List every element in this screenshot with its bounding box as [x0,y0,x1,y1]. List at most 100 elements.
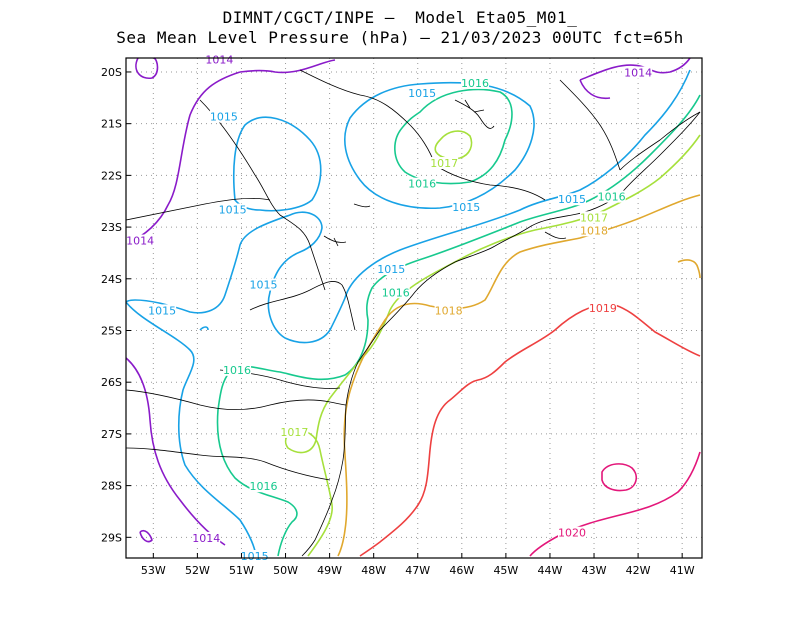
contour-label-bg [408,87,437,100]
lat-tick-label: 20S [101,66,122,79]
state-boundary [299,69,436,166]
contour-label-1016: 1016 [598,191,626,204]
coastline-main [301,111,701,557]
contour-label-bg [218,203,247,216]
contour-label-bg [580,224,609,237]
isobar-1014 [125,357,226,546]
map-frame [125,57,703,559]
isobar-1016 [216,94,701,557]
contour-label-1015: 1015 [210,110,238,123]
isobar-1014 [239,59,336,74]
lon-tick-label: 47W [405,564,430,577]
lon-tick-label: 51W [229,564,254,577]
contour-label-bg [434,304,463,317]
isobar-1017 [434,130,473,160]
lon-tick-label: 50W [273,564,298,577]
river [353,203,371,208]
contour-label-1014: 1014 [624,67,652,80]
lat-tick-label: 24S [101,273,122,286]
isobar-1020 [529,451,701,557]
isobar-1014 [125,71,241,245]
lat-tick-label: 25S [101,324,122,337]
contour-label-1015: 1015 [148,304,176,317]
contour-label-1014: 1014 [126,235,154,248]
contour-label-1015: 1015 [241,550,269,563]
contour-label-bg [249,480,278,493]
lon-tick-label: 42W [626,564,651,577]
contour-label-bg [430,157,459,170]
isobar-1015 [344,81,535,210]
contour-label-1015: 1015 [377,263,405,276]
isobar-1016 [394,88,513,185]
contour-label-1019: 1019 [589,302,617,315]
state-boundary [125,198,271,221]
contour-label-1020: 1020 [558,527,586,540]
isobar-1018 [677,259,701,279]
contour-label-bg [148,304,177,317]
map-subtitle: Sea Mean Level Pressure (hPa) – 21/03/20… [116,28,684,47]
state-boundary [249,280,356,331]
contour-label-1017: 1017 [430,157,458,170]
contour-label-1018: 1018 [580,224,608,237]
isobar-1014 [139,529,153,543]
lon-tick-label: 48W [361,564,386,577]
contour-label-bg [452,200,481,213]
contour-label-1017: 1017 [280,426,308,439]
contour-label-bg [209,110,238,123]
contour-label-bg [223,363,252,376]
contour-label-bg [249,278,278,291]
lat-tick-label: 22S [101,169,122,182]
river [323,235,347,247]
lat-tick-label: 23S [101,221,122,234]
isobar-1014 [579,79,611,100]
contour-label-1015: 1015 [452,201,480,214]
lat-tick-label: 29S [101,531,122,544]
contour-label-1014: 1014 [205,54,233,67]
contour-label-1015: 1015 [408,87,436,100]
contour-label-bg [240,550,269,562]
coastline [125,69,701,557]
state-boundary [619,111,701,171]
state-boundary [125,389,347,410]
contour-label-1015: 1015 [558,193,586,206]
contour-label-bg [205,53,234,66]
contour-label-bg [588,301,617,314]
contour-label-bg [381,286,410,299]
contour-label-bg [280,425,309,438]
contour-label-bg [408,177,437,190]
contour-label-bg [557,526,586,539]
contour-label-bg [377,263,406,276]
isobar-1015 [125,69,691,344]
isobar-1020 [601,463,638,492]
map-title: DIMNT/CGCT/INPE – Model Eta05_M01_ [222,8,578,27]
isobar-1015 [199,326,209,331]
isobar-1018 [337,194,701,557]
lat-tick-label: 27S [101,428,122,441]
lon-tick-label: 49W [317,564,342,577]
contour-label-bg [624,66,653,79]
contour-label-bg [580,211,609,224]
isobar-1014 [135,57,159,80]
river [454,99,495,129]
lon-tick-label: 53W [141,564,166,577]
axis-ticks: 53W 52W 51W 50W 49W 48W 47W 46W 45W 44W 43W 42W 41W 2… [101,66,695,577]
contour-label-bg [597,190,626,203]
isobar-1015 [125,301,257,557]
contour-label-1016: 1016 [408,178,436,191]
lon-tick-label: 45W [493,564,518,577]
contour-label-1018: 1018 [435,304,463,317]
river [544,231,567,239]
isobar-1019 [359,303,701,557]
contour-label-bg [126,234,155,247]
lat-tick-label: 21S [101,118,122,131]
contour-labels: 1014 1014 1014 1014 1015 1015 1015 1015 1015 1015… [126,53,653,563]
contour-label-bg [557,193,586,206]
contour-label-bg [192,531,221,544]
contour-label-1015: 1015 [219,204,247,217]
lon-tick-label: 46W [449,564,474,577]
contour-label-bg [461,76,490,89]
contour-label-1016: 1016 [249,480,277,493]
isobar-1015 [232,116,322,212]
contour-label-1015: 1015 [249,279,277,292]
